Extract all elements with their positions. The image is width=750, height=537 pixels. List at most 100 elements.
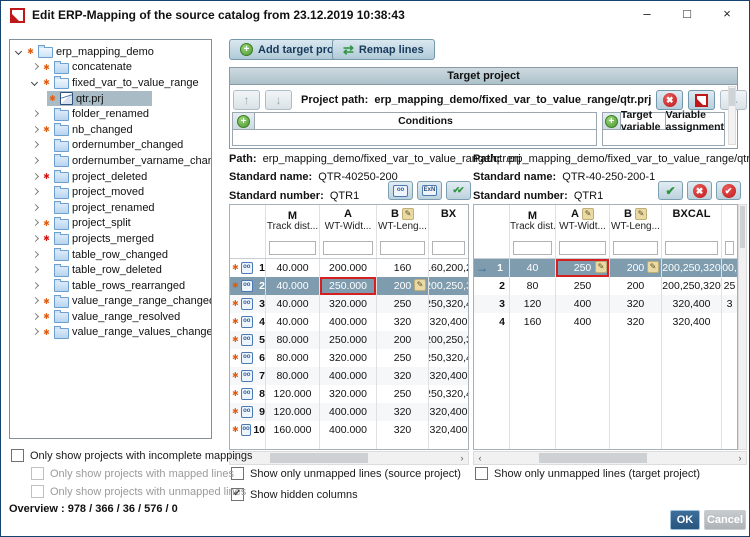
assignments-empty-body[interactable] <box>603 130 724 145</box>
chevron-right-icon[interactable] <box>29 311 41 323</box>
edit-pencil-icon[interactable]: ✎ <box>647 261 659 273</box>
chevron-right-icon[interactable] <box>29 249 41 261</box>
move-down-button[interactable]: ↓ <box>265 90 292 110</box>
tree-item-value-range-values-changed[interactable]: ✱ value_range_values_changed <box>10 325 211 341</box>
chevron-right-icon[interactable] <box>29 295 41 307</box>
add-assignment-button[interactable]: + <box>602 113 621 129</box>
chevron-down-icon[interactable] <box>13 46 25 58</box>
chevron-right-icon[interactable] <box>29 217 41 229</box>
tree-item-fixed-var-to-value-range[interactable]: ✱ fixed_var_to_value_range <box>10 75 211 91</box>
filter-input[interactable] <box>613 241 658 255</box>
chevron-right-icon[interactable] <box>29 264 41 276</box>
tree-item-projects-merged[interactable]: ✱ projects_merged <box>10 231 211 247</box>
filter-input[interactable] <box>323 241 373 255</box>
filter-input[interactable] <box>380 241 425 255</box>
chevron-right-icon[interactable] <box>29 233 41 245</box>
tree-item-project-moved[interactable]: project_moved <box>10 184 211 200</box>
table-row[interactable]: ✱ oo 9 120.000 400.000 320 320,400 <box>230 403 468 421</box>
chevron-right-icon[interactable] <box>29 108 41 120</box>
chevron-right-icon[interactable] <box>29 186 41 198</box>
chevron-right-icon[interactable] <box>29 326 41 338</box>
chevron-right-icon[interactable] <box>29 155 41 167</box>
checkbox-icon[interactable] <box>475 467 488 480</box>
filter-input[interactable] <box>432 241 465 255</box>
show-expressions-button[interactable]: ExN <box>417 181 442 200</box>
conditions-empty-body[interactable] <box>233 130 596 145</box>
force-mapping-button[interactable]: ✔ <box>716 181 741 200</box>
close-button[interactable]: × <box>723 6 731 21</box>
tree-item-table-rows-rearranged[interactable]: table_rows_rearranged <box>10 278 211 294</box>
reject-mapping-button[interactable]: ✖ <box>687 181 712 200</box>
hidden-columns-checkbox[interactable]: Show hidden columns <box>231 488 358 501</box>
target-column-bxcal[interactable]: BXCAL <box>662 205 722 238</box>
source-column-bx[interactable]: BX <box>440 207 457 220</box>
variable-box-icon[interactable]: oo <box>240 370 253 382</box>
variable-box-icon[interactable]: oo <box>240 388 253 400</box>
tree-item-ordernumber-changed[interactable]: ordernumber_changed <box>10 138 211 154</box>
chevron-right-icon[interactable] <box>29 280 41 292</box>
incomplete-mappings-checkbox[interactable]: Only show projects with incomplete mappi… <box>11 449 253 462</box>
target-column-a[interactable]: A ✎ WT-Widt... <box>556 205 610 238</box>
chevron-right-icon[interactable] <box>29 171 41 183</box>
add-condition-button[interactable]: + <box>233 113 255 129</box>
tree-item-project-deleted[interactable]: ✱ project_deleted <box>10 169 211 185</box>
target-unmapped-checkbox[interactable]: Show only unmapped lines (target project… <box>475 467 700 480</box>
remap-lines-button[interactable]: ⇄ Remap lines <box>332 39 435 60</box>
chevron-right-icon[interactable] <box>29 124 41 136</box>
filter-input[interactable] <box>665 241 718 255</box>
tree-item-concatenate[interactable]: ✱ concatenate <box>10 60 211 76</box>
minimize-button[interactable]: – <box>643 6 651 21</box>
checkbox-icon[interactable] <box>231 467 244 480</box>
accept-mapping-button[interactable]: ✔ <box>658 181 683 200</box>
variable-box-icon[interactable]: oo <box>240 262 253 274</box>
checkbox-checked-icon[interactable] <box>231 488 244 501</box>
source-unmapped-checkbox[interactable]: Show only unmapped lines (source project… <box>231 467 461 480</box>
add-target-project-button[interactable]: + Add target project <box>229 39 364 60</box>
chevron-right-icon[interactable] <box>29 61 41 73</box>
target-vertical-scrollbar[interactable] <box>738 204 747 450</box>
edit-pencil-icon[interactable]: ✎ <box>414 279 426 291</box>
filter-input[interactable] <box>513 241 552 255</box>
variable-box-icon[interactable]: oo <box>240 334 253 346</box>
edit-pencil-icon[interactable]: ✎ <box>595 261 607 273</box>
variable-box-icon[interactable]: oo <box>240 424 252 436</box>
table-row[interactable]: ✱ oo 10 160.000 400.000 320 320,400 <box>230 421 468 439</box>
source-horizontal-scrollbar[interactable]: ‹ › <box>229 451 469 465</box>
tree-item-project-split[interactable]: ✱ project_split <box>10 216 211 232</box>
edit-pencil-icon[interactable]: ✎ <box>401 207 414 220</box>
source-column-b[interactable]: B ✎ WT-Leng... <box>377 205 429 238</box>
tree-item-value-range-resolved[interactable]: ✱ value_range_resolved <box>10 309 211 325</box>
checkbox-icon[interactable] <box>11 449 24 462</box>
tree-item-folder-renamed[interactable]: folder_renamed <box>10 106 211 122</box>
table-row[interactable]: 3 120 400 320 320,400 3 <box>474 295 737 313</box>
variable-box-icon[interactable]: oo <box>240 406 253 418</box>
target-column-b[interactable]: B ✎ WT-Leng... <box>610 205 662 238</box>
filter-input[interactable] <box>269 241 316 255</box>
tree-item-project-renamed[interactable]: project_renamed <box>10 200 211 216</box>
source-column-a[interactable]: A WT-Widt... <box>320 205 377 238</box>
remove-target-button[interactable]: ✖ <box>656 90 684 110</box>
chevron-right-icon[interactable] <box>29 139 41 151</box>
maximize-button[interactable]: □ <box>683 6 691 21</box>
edit-pencil-icon[interactable]: ✎ <box>634 207 647 220</box>
target-project-vertical-scrollbar[interactable] <box>728 86 736 145</box>
show-variables-button[interactable]: oo <box>388 181 413 200</box>
chevron-down-icon[interactable] <box>29 77 41 89</box>
map-all-button[interactable]: ✔✔ <box>446 181 471 200</box>
tree-item-qtr-prj[interactable]: ✱ qtr.prj <box>10 91 211 107</box>
tree-item-nb-changed[interactable]: ✱ nb_changed <box>10 122 211 138</box>
variable-box-icon[interactable]: oo <box>240 316 253 328</box>
tree-item-table-row-changed[interactable]: table_row_changed <box>10 247 211 263</box>
variable-box-icon[interactable]: oo <box>240 280 253 292</box>
table-row[interactable]: 2 80 250 200 200,250,320 25 <box>474 277 737 295</box>
target-horizontal-scrollbar[interactable]: ‹ › <box>473 451 747 465</box>
filter-input[interactable] <box>725 241 734 255</box>
tree-item-ordernumber-varname-changed[interactable]: ordernumber_varname_changed <box>10 153 211 169</box>
